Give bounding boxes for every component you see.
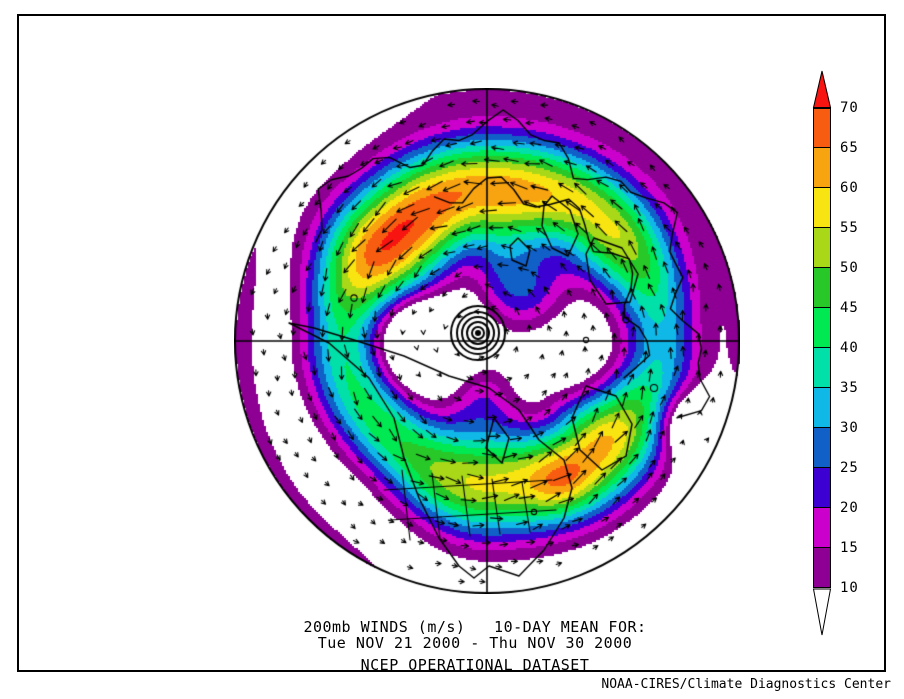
chart-date-range: Tue NOV 21 2000 - Thu NOV 30 2000 — [317, 634, 633, 652]
colorbar-segment — [813, 388, 831, 428]
colorbar-label: 10 — [840, 580, 859, 596]
credit-label: NOAA-CIRES/Climate Diagnostics Center — [601, 677, 891, 692]
polar-wind-map — [234, 88, 740, 594]
colorbar-label: 70 — [840, 100, 859, 116]
colorbar-label: 50 — [840, 260, 859, 276]
chart-title: 200mb WINDS (m/s) 10-DAY MEAN FOR: — [303, 618, 647, 636]
colorbar-segment — [813, 148, 831, 188]
colorbar-segment — [813, 188, 831, 228]
colorbar-label: 25 — [840, 460, 859, 476]
colorbar-label: 15 — [840, 540, 859, 556]
colorbar-label: 45 — [840, 300, 859, 316]
colorbar-segment — [813, 468, 831, 508]
colorbar-label: 20 — [840, 500, 859, 516]
colorbar-up-arrow-icon — [812, 70, 832, 108]
colorbar-segment — [813, 348, 831, 388]
colorbar-label: 40 — [840, 340, 859, 356]
colorbar-segment — [813, 428, 831, 468]
colorbar-label: 30 — [840, 420, 859, 436]
colorbar-segment — [813, 268, 831, 308]
colorbar-segment — [813, 508, 831, 548]
colorbar-down-arrow-icon — [812, 588, 832, 636]
colorbar: 70 65 60 55 50 45 40 35 30 25 20 15 10 — [812, 70, 896, 642]
colorbar-segment — [813, 548, 831, 588]
chart-title-block: 200mb WINDS (m/s) 10-DAY MEAN FOR: Tue NO… — [110, 619, 840, 651]
colorbar-segment — [813, 228, 831, 268]
colorbar-label: 55 — [840, 220, 859, 236]
colorbar-segment — [813, 108, 831, 148]
colorbar-label: 60 — [840, 180, 859, 196]
colorbar-segment — [813, 308, 831, 348]
colorbar-label: 35 — [840, 380, 859, 396]
colorbar-label: 65 — [840, 140, 859, 156]
dataset-label: NCEP OPERATIONAL DATASET — [360, 656, 590, 674]
